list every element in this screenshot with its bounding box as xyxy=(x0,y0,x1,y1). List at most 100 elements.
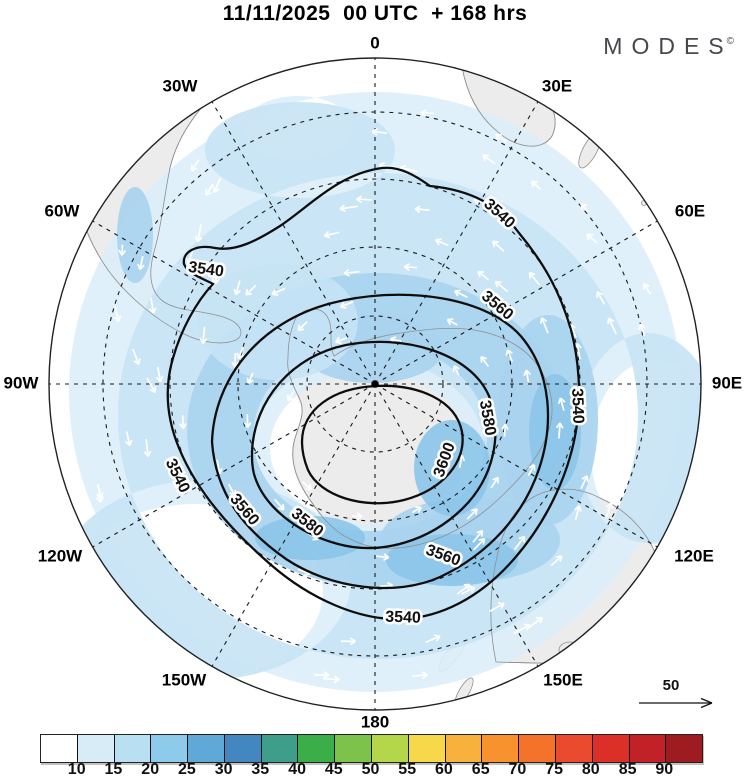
contour-label-3540: 3540 xyxy=(568,388,586,424)
wind-arrows xyxy=(61,109,652,684)
colorbar-cell xyxy=(408,735,446,762)
wind-arrow xyxy=(340,637,356,646)
wind-arrow xyxy=(411,506,422,514)
colorbar-cell xyxy=(666,735,703,762)
wind-arrow xyxy=(425,634,441,644)
colorbar-cell xyxy=(519,735,556,762)
wind-arrow xyxy=(446,318,458,326)
colorbar-tick-label: 45 xyxy=(324,761,343,778)
wind-arrow xyxy=(434,238,449,247)
wind-arrow xyxy=(452,365,460,376)
wind-reference-arrowhead xyxy=(700,697,713,709)
wind-arrow xyxy=(297,321,308,332)
wind-arrow xyxy=(528,271,541,286)
longitude-line xyxy=(92,383,376,548)
wind-arrow xyxy=(148,297,157,314)
colorbar-tick-label: 30 xyxy=(214,761,233,778)
wind-arrow xyxy=(245,284,257,296)
wind-arrow xyxy=(490,476,499,489)
longitude-line xyxy=(374,101,539,385)
wind-arrow xyxy=(513,535,526,551)
wind-arrow xyxy=(228,483,237,497)
wind-arrow xyxy=(132,348,141,365)
wind-arrow xyxy=(271,287,286,296)
colorbar-cell xyxy=(335,735,373,762)
colorbar-ticks: 10 15 20 25 30 35 40 45 50 55 60 65 70 75 80 85 90 xyxy=(40,761,701,781)
longitude-line xyxy=(374,383,539,667)
wind-arrow xyxy=(586,233,598,244)
wind-arrow xyxy=(596,291,606,305)
wind-arrow xyxy=(273,498,285,511)
wind-arrow xyxy=(322,675,340,684)
wind-arrow xyxy=(605,502,614,518)
colorbar-tick-label: 35 xyxy=(251,761,270,778)
compass-label-0: 0 xyxy=(370,33,379,52)
colorbar-tick-label: 85 xyxy=(618,761,637,778)
wind-arrow xyxy=(412,671,428,680)
wind-arrow xyxy=(236,346,244,360)
wind-arrow xyxy=(530,180,542,191)
wind-arrow xyxy=(403,263,417,272)
wind-arrow xyxy=(339,300,354,309)
contour-3540 xyxy=(166,166,581,621)
colorbar-tick-label: 90 xyxy=(655,761,674,778)
colorbar-tick-label: 25 xyxy=(177,761,196,778)
wind-arrow xyxy=(555,422,564,439)
wind-arrow xyxy=(155,366,164,383)
contour-3560 xyxy=(210,293,550,590)
brand-name: MODES xyxy=(603,33,733,59)
wind-arrow xyxy=(231,352,240,368)
wind-arrow xyxy=(118,244,127,256)
wind-arrow xyxy=(414,205,430,214)
wind-arrow xyxy=(371,128,388,136)
colorbar-cell xyxy=(372,735,409,762)
colorbar-cell xyxy=(592,735,630,762)
wind-arrow xyxy=(473,537,486,551)
wind-arrow xyxy=(580,475,589,490)
contour-label-3540: 3540 xyxy=(385,609,421,627)
wind-arrow xyxy=(505,349,514,363)
wind-arrow xyxy=(61,370,69,382)
wind-arrow xyxy=(550,555,563,567)
wind-arrow xyxy=(642,282,652,295)
colorbar-tick-label: 70 xyxy=(508,761,527,778)
wind-arrow xyxy=(339,204,358,213)
colorbar-cell xyxy=(41,735,78,762)
wind-arrow xyxy=(352,512,363,521)
compass-label-150w: 150W xyxy=(162,670,207,689)
wind-arrow xyxy=(420,109,435,118)
longitude-line xyxy=(374,383,658,548)
compass-label-60w: 60W xyxy=(45,201,81,220)
wind-arrow xyxy=(233,280,241,296)
wind-arrow xyxy=(146,377,157,394)
compass-label-120w: 120W xyxy=(38,546,83,565)
wind-arrow xyxy=(494,280,509,293)
brand-logo: MODES© xyxy=(603,33,734,60)
longitude-line xyxy=(92,220,376,385)
wind-arrow xyxy=(246,372,254,385)
wind-arrow xyxy=(466,508,478,520)
compass-label-180: 180 xyxy=(361,712,389,731)
wind-arrow xyxy=(287,390,295,402)
wind-arrow xyxy=(356,195,372,204)
wind-arrow xyxy=(574,505,582,520)
colorbar-tick-label: 75 xyxy=(545,761,563,778)
compass-label-90e: 90E xyxy=(712,373,742,392)
wind-arrow xyxy=(472,529,484,543)
colorbar-cell xyxy=(114,735,152,762)
wind-arrow xyxy=(454,289,468,299)
colorbar-tick-label: 50 xyxy=(361,761,380,778)
wind-arrow xyxy=(199,326,208,345)
colorbar-cell xyxy=(445,735,483,762)
wind-arrow xyxy=(501,423,509,437)
colorbar xyxy=(40,734,703,763)
wind-arrow xyxy=(527,616,544,629)
wind-arrow xyxy=(456,583,471,595)
colorbar-tick-label: 60 xyxy=(434,761,453,778)
wind-arrow xyxy=(539,317,549,334)
wind-arrow xyxy=(143,439,152,457)
colorbar-cell xyxy=(261,735,299,762)
copyright-mark: © xyxy=(726,36,734,47)
wind-arrow xyxy=(480,355,490,367)
